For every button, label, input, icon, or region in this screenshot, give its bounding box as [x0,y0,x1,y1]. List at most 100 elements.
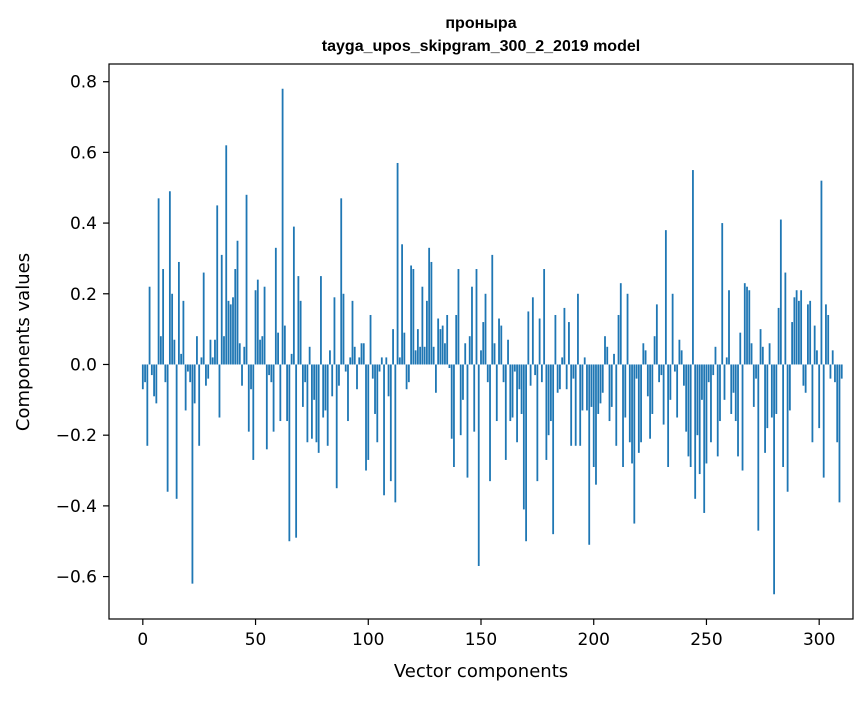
x-tick-label: 0 [137,630,148,650]
bar-248 [701,364,703,400]
bar-82 [326,364,329,446]
bar-198 [588,364,591,545]
bar-series [141,88,843,595]
bar-216 [628,364,631,443]
bar-199 [590,364,593,407]
bar-247 [698,364,701,475]
bar-164 [511,364,514,418]
bar-215 [626,293,629,365]
bar-44 [241,364,243,386]
bar-255 [716,364,719,457]
bar-116 [403,332,406,365]
bar-28 [205,364,207,386]
bar-110 [389,364,392,482]
bar-234 [669,364,672,400]
bar-25 [198,364,201,446]
bar-154 [489,364,491,482]
bar-94 [353,346,356,365]
bar-263 [734,364,737,422]
bar-81 [324,364,327,411]
y-axis: −0.6 −0.4 −0.2 0.0 0.2 0.4 0.6 0.8 [56,73,109,588]
bar-104 [376,364,379,443]
bar-206 [606,346,609,365]
bar-171 [527,311,530,365]
bar-134 [444,343,446,365]
bar-270 [750,343,753,365]
bar-101 [369,314,372,365]
bar-132 [439,329,442,365]
bar-115 [401,244,403,365]
bar-217 [631,364,633,464]
bar-31 [211,357,214,365]
bar-50 [254,290,257,365]
bar-93 [351,300,354,365]
bar-149 [477,364,480,566]
y-tick-label: 0.2 [70,285,97,305]
bar-87 [338,364,340,386]
bar-212 [619,283,622,365]
bar-124 [421,286,424,365]
bar-213 [622,364,624,467]
bar-113 [396,162,399,365]
bar-207 [608,364,611,422]
bar-58 [272,364,275,432]
bar-250 [705,364,708,464]
bar-125 [423,346,426,365]
bar-165 [513,364,516,372]
bar-205 [604,336,606,365]
bar-62 [281,88,284,365]
bar-151 [482,322,485,365]
bar-19 [184,364,187,411]
bar-277 [766,364,769,429]
bar-190 [570,364,573,446]
bar-189 [568,322,570,365]
bar-257 [721,223,724,365]
bar-283 [779,219,782,365]
bar-187 [563,307,566,365]
bar-73 [306,364,309,443]
bar-302 [822,364,825,478]
bar-22 [191,364,194,584]
bar-143 [464,343,467,365]
bar-305 [829,364,832,379]
bar-34 [218,364,221,418]
bar-251 [707,364,710,383]
bar-287 [788,364,791,411]
x-tick-label: 300 [803,630,835,650]
bar-264 [737,364,739,457]
bar-16 [177,261,180,365]
bar-280 [773,364,775,595]
bar-192 [574,364,577,446]
bar-40 [232,297,234,365]
bar-135 [446,314,449,365]
bar-237 [676,364,679,418]
bar-85 [333,297,336,365]
bar-223 [644,350,647,365]
bar-150 [480,350,482,365]
bar-121 [414,350,417,365]
bar-84 [331,364,334,397]
bar-107 [383,364,385,496]
bar-209 [613,353,615,365]
bar-98 [362,343,365,365]
bar-103 [374,364,376,414]
bar-88 [340,198,343,365]
bar-140 [457,269,460,365]
bar-157 [495,364,498,422]
bar-15 [175,364,178,499]
bar-137 [450,364,453,439]
bar-273 [757,364,760,531]
bar-54 [263,286,266,365]
bar-278 [768,343,771,365]
bar-63 [283,325,286,365]
bar-57 [270,364,273,383]
bar-229 [658,364,661,383]
bar-304 [827,314,830,365]
bar-51 [256,279,259,365]
bar-95 [356,364,358,390]
bar-86 [335,364,338,489]
y-tick-label: 0.8 [70,73,97,93]
bar-129 [432,346,435,365]
chart-title-line2: tayga_upos_skipgram_300_2_2019 model [322,38,640,55]
x-tick-label: 150 [465,630,497,650]
